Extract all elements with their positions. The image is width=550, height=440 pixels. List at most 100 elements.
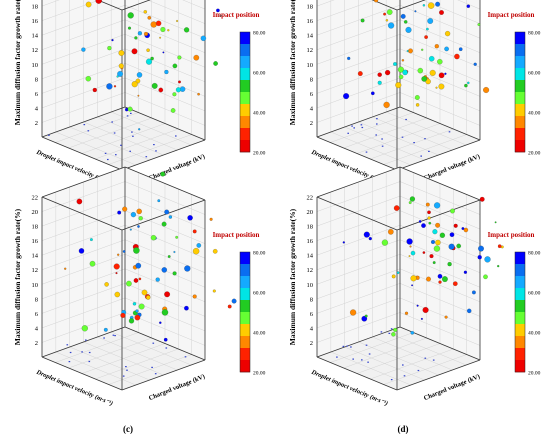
box-edge bbox=[396, 199, 481, 231]
data-point bbox=[104, 282, 109, 287]
data-point bbox=[111, 38, 114, 42]
data-point bbox=[435, 86, 438, 89]
floor-marker bbox=[114, 335, 116, 337]
floor-marker bbox=[432, 359, 435, 361]
data-point bbox=[138, 128, 141, 131]
data-point bbox=[170, 108, 176, 113]
colorbar-tick: 40.00 bbox=[528, 331, 541, 337]
data-point bbox=[414, 95, 420, 100]
data-point bbox=[466, 308, 472, 314]
data-point bbox=[409, 196, 415, 202]
floor-marker bbox=[424, 138, 426, 140]
data-point bbox=[398, 74, 404, 80]
floor-marker bbox=[448, 131, 451, 133]
data-point bbox=[428, 221, 432, 225]
floor-marker bbox=[125, 366, 127, 368]
data-point bbox=[192, 294, 197, 299]
panel-tag: (c) bbox=[123, 424, 133, 434]
z-axis-label: Maximum diffusion factor growth rate(%) bbox=[288, 208, 297, 345]
z-tick-label: 16 bbox=[307, 238, 314, 245]
data-point bbox=[439, 232, 445, 238]
floor-marker bbox=[351, 125, 353, 127]
colorbar-tick: 40.00 bbox=[253, 111, 266, 117]
data-point bbox=[444, 46, 449, 52]
colorbar-segment bbox=[240, 336, 250, 349]
data-point bbox=[95, 0, 102, 4]
data-point bbox=[113, 85, 117, 88]
colorbar-segment bbox=[240, 92, 250, 105]
data-point bbox=[395, 82, 402, 89]
data-point bbox=[388, 229, 394, 235]
data-point bbox=[81, 325, 88, 332]
data-point bbox=[138, 216, 143, 221]
floor-marker bbox=[81, 351, 83, 353]
z-tick-label: 10 bbox=[307, 62, 314, 69]
data-point bbox=[138, 303, 145, 310]
z-tick-label: 18 bbox=[307, 4, 314, 11]
z-axis-label: Maximum diffusion factor growth rate(%) bbox=[13, 208, 22, 345]
data-point bbox=[155, 277, 160, 282]
colorbar-tick: 80.00 bbox=[253, 31, 266, 37]
data-point bbox=[176, 20, 179, 23]
colorbar-segment bbox=[240, 276, 250, 289]
floor-marker bbox=[428, 150, 430, 152]
floor-marker bbox=[129, 150, 131, 152]
colorbar-tick: 20.00 bbox=[528, 151, 541, 157]
data-point bbox=[113, 263, 120, 270]
z-tick-label: 14 bbox=[32, 33, 39, 40]
z-tick-label: 22 bbox=[307, 195, 314, 202]
colorbar-segment bbox=[515, 300, 525, 313]
data-point bbox=[138, 277, 142, 281]
z-tick-label: 12 bbox=[307, 267, 314, 274]
data-point bbox=[427, 216, 431, 220]
data-point bbox=[450, 208, 455, 214]
colorbar-segment bbox=[240, 44, 250, 57]
box-edge bbox=[316, 136, 398, 171]
colorbar-segment bbox=[240, 116, 250, 129]
data-point bbox=[483, 86, 490, 93]
floor-marker bbox=[342, 345, 345, 347]
data-point bbox=[424, 35, 428, 39]
box-edge bbox=[396, 139, 481, 171]
data-point bbox=[408, 255, 411, 257]
data-point bbox=[127, 106, 133, 112]
z-tick-label: 2 bbox=[35, 120, 38, 127]
data-point bbox=[426, 27, 429, 31]
data-point bbox=[409, 245, 412, 248]
box-edge bbox=[121, 0, 151, 11]
data-point bbox=[383, 12, 386, 16]
colorbar-segment bbox=[515, 68, 525, 81]
box-edge bbox=[41, 166, 126, 198]
floor-marker bbox=[336, 356, 338, 358]
floor-marker bbox=[380, 331, 383, 333]
data-point bbox=[422, 4, 426, 7]
box-edge bbox=[396, 359, 481, 391]
data-point bbox=[447, 261, 452, 267]
z-tick-label: 6 bbox=[310, 91, 314, 98]
data-point bbox=[360, 18, 365, 23]
floor-marker bbox=[48, 134, 50, 136]
data-point bbox=[463, 270, 467, 274]
z-tick-label: 2 bbox=[310, 120, 313, 127]
colorbar-segment bbox=[515, 264, 525, 277]
floor-marker bbox=[115, 154, 117, 156]
z-tick-label: 18 bbox=[32, 224, 39, 231]
data-point bbox=[219, 14, 222, 17]
floor-marker bbox=[350, 346, 352, 348]
colorbar-segment bbox=[515, 324, 525, 337]
data-point bbox=[164, 69, 169, 75]
data-point bbox=[415, 103, 420, 107]
data-point bbox=[478, 245, 484, 252]
floor-marker bbox=[175, 135, 177, 137]
floor-marker bbox=[424, 357, 427, 359]
floor-marker bbox=[361, 126, 364, 129]
data-point bbox=[172, 92, 177, 97]
data-point bbox=[422, 251, 426, 254]
data-point bbox=[434, 44, 439, 49]
colorbar-segment bbox=[240, 348, 250, 361]
floor-marker bbox=[151, 366, 153, 368]
data-point bbox=[150, 56, 154, 61]
data-point bbox=[135, 262, 142, 269]
floor-marker bbox=[347, 132, 349, 134]
data-point bbox=[435, 1, 441, 7]
